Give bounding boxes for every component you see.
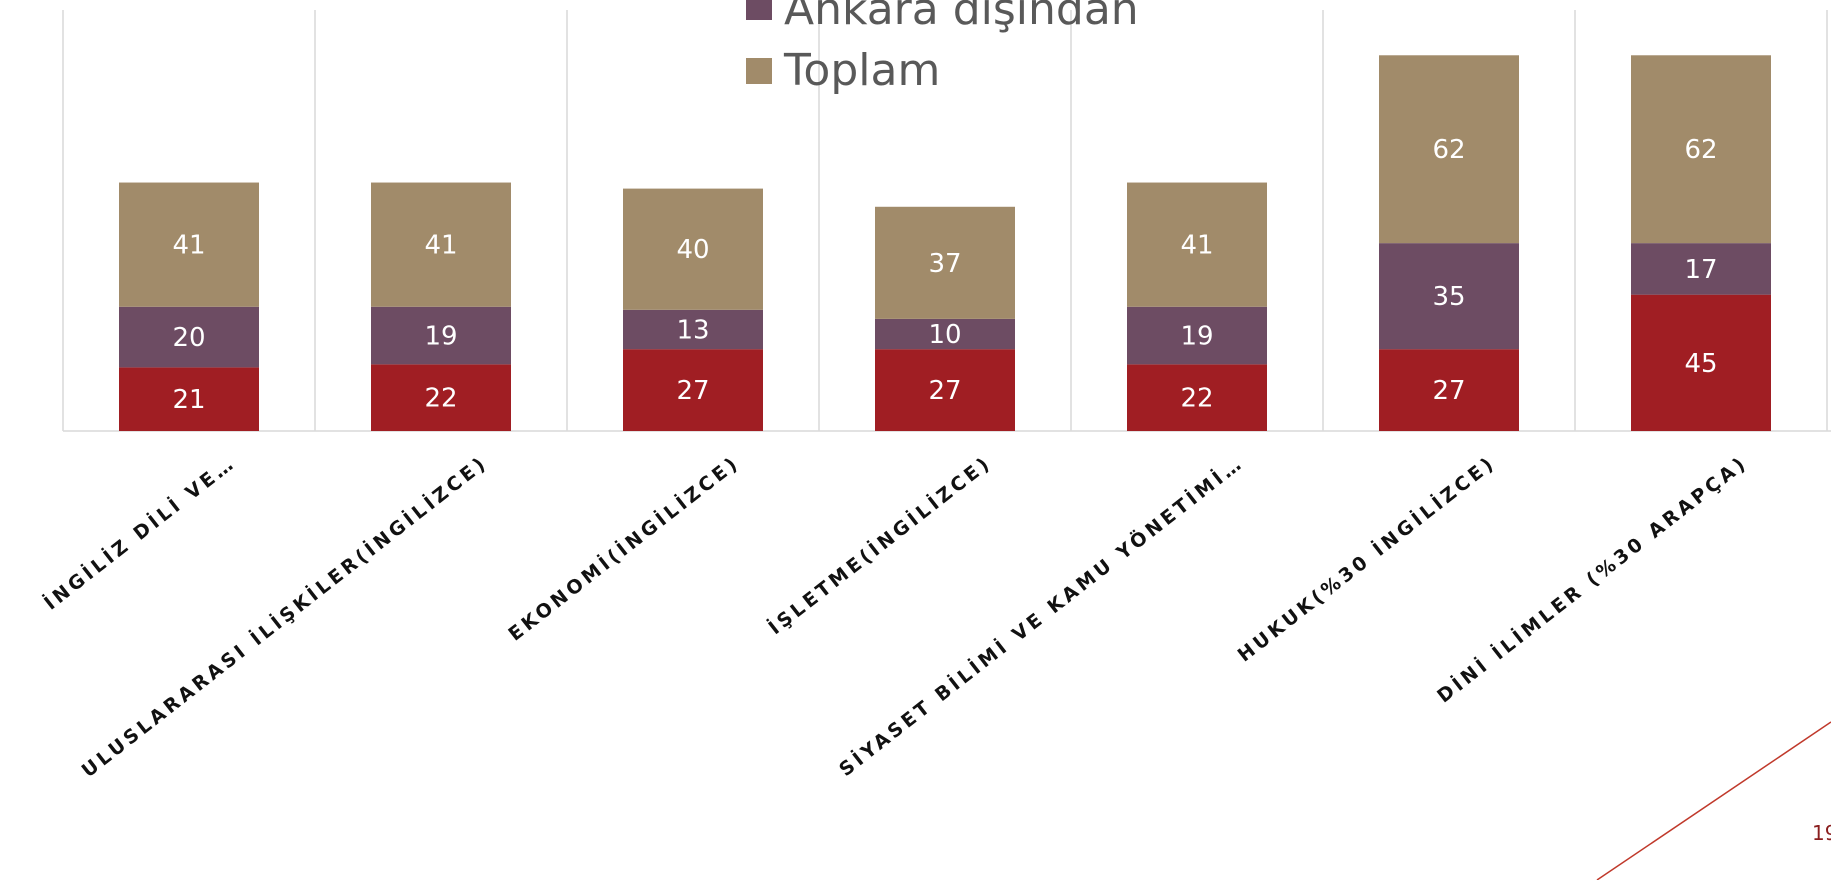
bar-segment-s1 [623, 349, 763, 431]
bar-segment-s1 [371, 364, 511, 431]
bar-segment-Toplam [119, 182, 259, 307]
category-label: İNGİLİZ DİLİ VE… [39, 450, 240, 615]
data-label: 35 [1432, 282, 1465, 312]
bar-segment-Toplam [371, 182, 511, 307]
data-label: 27 [928, 376, 961, 406]
data-label: 13 [676, 315, 709, 345]
data-label: 10 [928, 320, 961, 350]
category-label: İŞLETME(İNGİLİZCE) [763, 450, 996, 639]
data-label: 22 [1180, 384, 1213, 414]
data-labels: 21 20 41 22 19 41 27 13 40 27 10 37 22 19 41 27 35 62 45 17… [172, 135, 1717, 415]
data-label: 62 [1684, 135, 1717, 165]
legend-label-ankara-disindan: Ankara dışından [784, 0, 1139, 35]
bar-segment-s1 [1127, 364, 1267, 431]
data-label: 41 [172, 231, 205, 261]
data-label: 40 [676, 235, 709, 265]
data-label: 45 [1684, 349, 1717, 379]
bar-segment-Toplam [1631, 55, 1771, 244]
legend: Ankara dışından Toplam [746, 0, 1139, 96]
decorative-diagonal-line [1596, 721, 1831, 880]
data-label: 19 [1180, 322, 1213, 352]
data-label: 41 [1180, 231, 1213, 261]
bar-segment-Ankara dışından [1379, 243, 1519, 350]
category-label: ULUSLARARASI İLİŞKİLER(İNGİLİZCE) [76, 450, 492, 782]
data-label: 20 [172, 323, 205, 353]
category-label: SİYASET BİLİMİ VE KAMU YÖNETİMİ… [834, 450, 1248, 781]
bar-segment-s1 [119, 367, 259, 431]
bar-segment-Toplam [1379, 55, 1519, 244]
data-label: 41 [424, 231, 457, 261]
bar-segment-Toplam [623, 188, 763, 310]
data-label: 17 [1684, 255, 1717, 285]
bar-segment-Toplam [875, 206, 1015, 319]
legend-swatch-ankara-disindan [746, 0, 772, 20]
bar-segment-Ankara dışından [371, 306, 511, 365]
bar-segment-s1 [1379, 349, 1519, 431]
data-label: 19 [424, 322, 457, 352]
bar-stacks [119, 55, 1771, 431]
legend-label-toplam: Toplam [783, 45, 940, 96]
category-axis-labels: İNGİLİZ DİLİ VE…ULUSLARARASI İLİŞKİLER(İ… [39, 450, 1752, 782]
bar-segment-Ankara dışından [875, 318, 1015, 350]
data-label: 27 [676, 376, 709, 406]
page-number: 19 [1812, 821, 1831, 845]
category-label: EKONOMİ(İNGİLİZCE) [503, 450, 744, 646]
data-label: 37 [928, 249, 961, 279]
category-label: DİNİ İLİMLER (%30 ARAPÇA) [1432, 450, 1752, 707]
data-label: 62 [1432, 135, 1465, 165]
data-label: 22 [424, 384, 457, 414]
bar-segment-Ankara dışından [1631, 243, 1771, 295]
bar-segment-Ankara dışından [1127, 306, 1267, 365]
category-label: HUKUK(%30 İNGİLİZCE) [1232, 450, 1500, 666]
bar-segment-Ankara dışından [119, 306, 259, 368]
data-label: 27 [1432, 376, 1465, 406]
bar-segment-Toplam [1127, 182, 1267, 307]
data-label: 21 [172, 385, 205, 415]
legend-swatch-toplam [746, 58, 772, 84]
bar-segment-s1 [875, 349, 1015, 431]
bar-segment-Ankara dışından [623, 309, 763, 350]
bar-segment-s1 [1631, 294, 1771, 431]
